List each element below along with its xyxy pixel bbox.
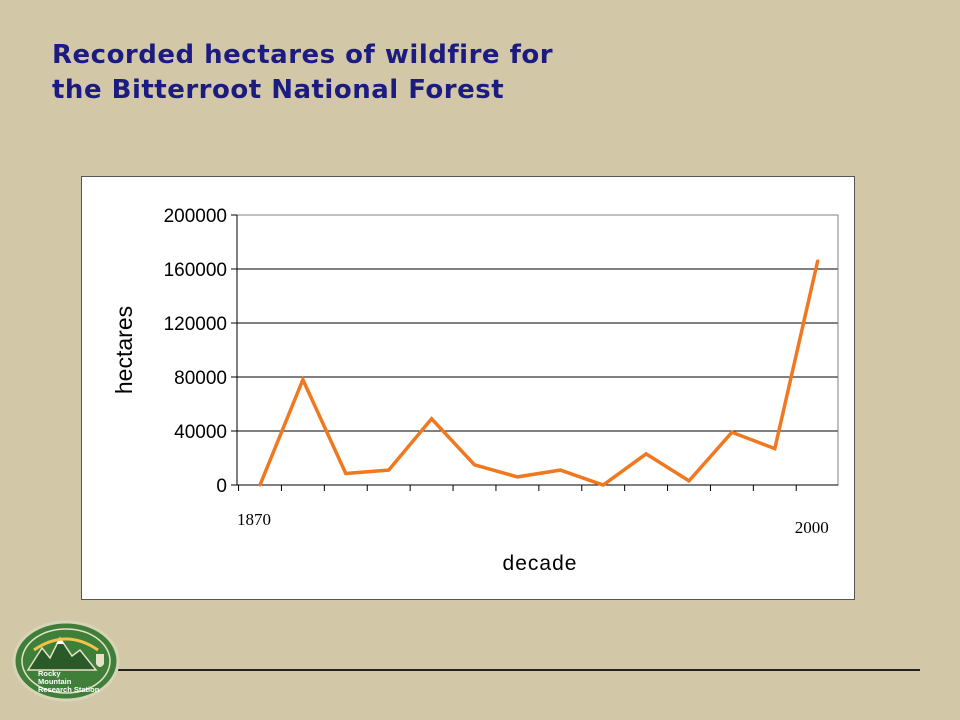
data-point xyxy=(601,483,605,487)
y-axis-ticks: 200000 160000 120000 80000 40000 0 xyxy=(164,206,237,497)
data-point xyxy=(301,378,305,382)
data-point xyxy=(558,468,562,472)
data-point xyxy=(773,447,777,451)
footer-rule xyxy=(118,669,920,671)
series-line xyxy=(258,260,820,487)
gridlines xyxy=(237,214,838,486)
y-axis-label: hectares xyxy=(111,306,137,394)
rocky-mountain-research-station-logo: Rocky Mountain Research Station xyxy=(12,620,120,702)
y-tick-label: 80000 xyxy=(174,368,227,389)
data-point xyxy=(430,417,434,421)
data-point xyxy=(473,463,476,467)
data-point xyxy=(816,259,820,263)
series-layer xyxy=(258,259,820,487)
data-point xyxy=(687,479,691,483)
y-tick-label: 40000 xyxy=(174,422,227,443)
line-chart: 200000 160000 120000 80000 40000 0 hectares d… xyxy=(111,206,839,575)
x-axis-label: decade xyxy=(503,552,578,575)
logo-line-3: Research Station xyxy=(38,685,100,694)
logo-line-1: Rocky xyxy=(38,669,61,678)
y-tick-label: 0 xyxy=(216,476,227,497)
slide-title-line-2: the Bitterroot National Forest xyxy=(52,75,505,105)
data-point xyxy=(258,483,262,487)
x-tick-labels: 1870 2000 xyxy=(237,510,829,537)
data-point xyxy=(644,452,648,456)
y-tick-label: 200000 xyxy=(164,206,227,227)
data-point xyxy=(344,472,348,476)
slide-title: Recorded hectares of wildfire for the Bi… xyxy=(52,38,752,108)
y-tick-label: 120000 xyxy=(164,314,227,335)
x-tick-label: 2000 xyxy=(795,518,829,537)
chart-frame: 200000 160000 120000 80000 40000 0 hectares d… xyxy=(81,176,855,600)
x-tick-label: 1870 xyxy=(237,510,271,529)
data-point xyxy=(387,468,391,472)
slide-title-line-1: Recorded hectares of wildfire for xyxy=(52,40,554,70)
y-tick-label: 160000 xyxy=(164,260,227,281)
data-point xyxy=(730,430,734,434)
x-axis-ticks xyxy=(238,485,797,491)
logo-line-2: Mountain xyxy=(38,677,72,686)
data-point xyxy=(515,475,519,479)
plot-area-border xyxy=(236,214,839,486)
